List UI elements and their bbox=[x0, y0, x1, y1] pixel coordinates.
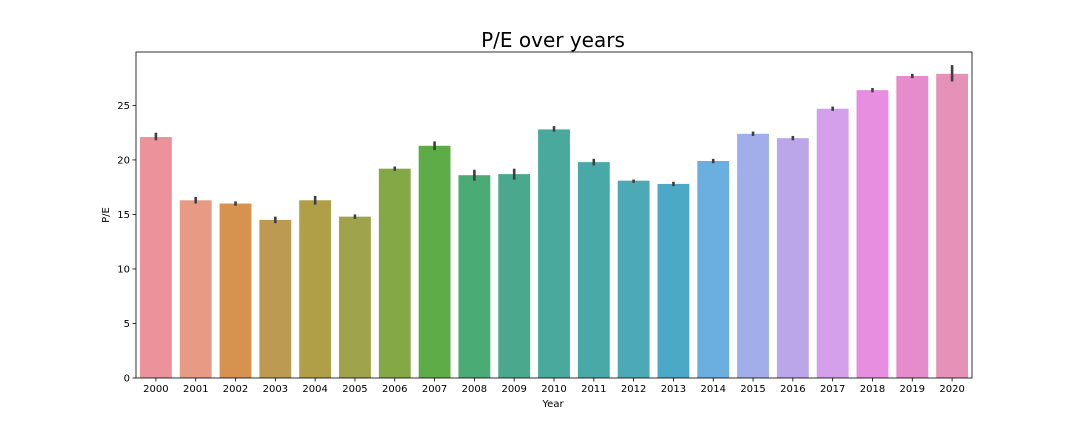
x-tick-label-2017: 2017 bbox=[820, 384, 845, 395]
y-tick-label-20: 20 bbox=[117, 155, 130, 166]
bar-2020 bbox=[936, 73, 969, 378]
x-axis-label: Year bbox=[541, 399, 564, 410]
bar-2005 bbox=[339, 216, 371, 378]
x-tick-label-2018: 2018 bbox=[860, 384, 885, 395]
bar-2016 bbox=[776, 138, 809, 378]
bar-2013 bbox=[657, 183, 690, 378]
y-tick-label-10: 10 bbox=[117, 264, 130, 275]
x-tick-label-2020: 2020 bbox=[939, 384, 964, 395]
x-tick-label-2000: 2000 bbox=[143, 384, 168, 395]
bar-2004 bbox=[299, 200, 332, 378]
x-tick-label-2009: 2009 bbox=[501, 384, 526, 395]
bar-2018 bbox=[856, 90, 889, 378]
x-tick-label-2006: 2006 bbox=[382, 384, 407, 395]
x-tick-label-2012: 2012 bbox=[621, 384, 646, 395]
bar-2008 bbox=[458, 175, 491, 378]
y-tick-label-25: 25 bbox=[117, 101, 130, 112]
y-tick-label-15: 15 bbox=[117, 210, 130, 221]
bar-2006 bbox=[378, 168, 411, 378]
bar-2017 bbox=[816, 108, 849, 378]
x-tick-label-2010: 2010 bbox=[541, 384, 566, 395]
y-tick-label-0: 0 bbox=[124, 374, 130, 385]
bar-2015 bbox=[737, 133, 769, 378]
x-tick-label-2001: 2001 bbox=[183, 384, 208, 395]
x-tick-label-2015: 2015 bbox=[740, 384, 765, 395]
y-tick-label-5: 5 bbox=[124, 319, 130, 330]
bar-2011 bbox=[577, 162, 610, 378]
plot-frame bbox=[135, 51, 973, 379]
bar-2014 bbox=[697, 161, 730, 378]
x-tick-label-2003: 2003 bbox=[263, 384, 288, 395]
chart-title: P/E over years bbox=[481, 28, 625, 52]
x-tick-label-2002: 2002 bbox=[223, 384, 248, 395]
error-bars-layer bbox=[154, 65, 954, 224]
bar-2019 bbox=[896, 75, 929, 379]
y-axis-label: P/E bbox=[101, 207, 112, 223]
bar-2007 bbox=[418, 145, 451, 378]
bars-layer bbox=[139, 73, 969, 379]
bar-2002 bbox=[219, 203, 252, 378]
bar-2010 bbox=[538, 129, 570, 378]
axes-layer: 2000 2001 2002 2003 2004 2005 2006 2007 2008 2009… bbox=[117, 51, 973, 395]
x-tick-label-2013: 2013 bbox=[661, 384, 686, 395]
x-tick-label-2011: 2011 bbox=[581, 384, 606, 395]
x-tick-label-2014: 2014 bbox=[701, 384, 726, 395]
bar-2009 bbox=[498, 174, 531, 378]
x-tick-label-2005: 2005 bbox=[342, 384, 367, 395]
x-tick-label-2004: 2004 bbox=[302, 384, 327, 395]
bar-2000 bbox=[139, 137, 172, 378]
bar-2003 bbox=[259, 219, 292, 378]
bar-2012 bbox=[617, 180, 650, 378]
x-tick-label-2016: 2016 bbox=[780, 384, 805, 395]
bar-2001 bbox=[179, 200, 212, 378]
x-tick-label-2007: 2007 bbox=[422, 384, 447, 395]
x-tick-label-2019: 2019 bbox=[900, 384, 925, 395]
x-tick-label-2008: 2008 bbox=[462, 384, 487, 395]
